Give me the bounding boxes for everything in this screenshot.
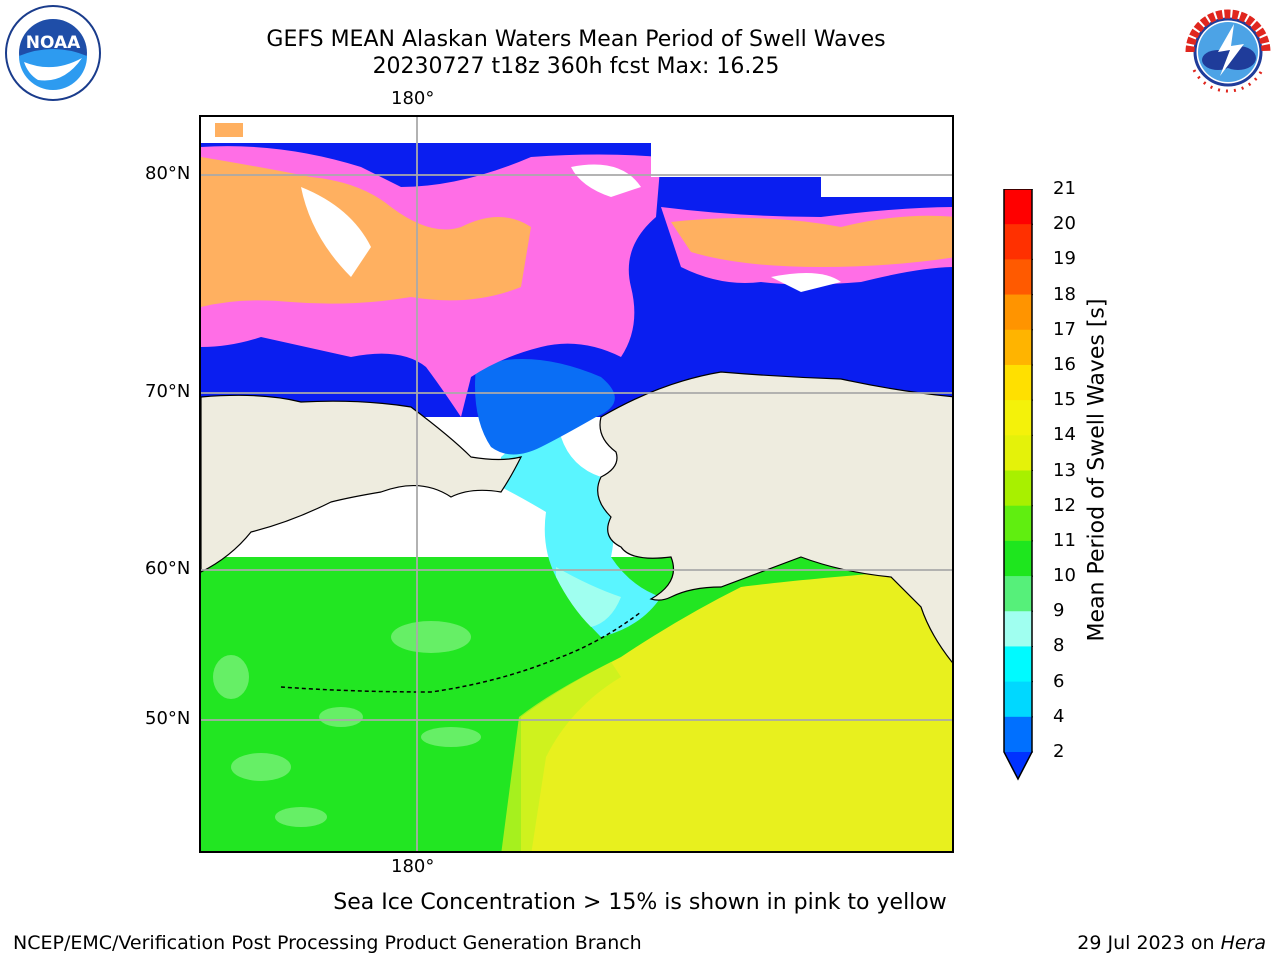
colorbar-tick-label: 6 bbox=[1053, 670, 1065, 692]
colorbar-tick-label: 21 bbox=[1053, 178, 1076, 199]
colorbar-tick-label: 14 bbox=[1053, 424, 1076, 446]
bering-shelf-cyan bbox=[501, 432, 661, 637]
colorbar-segment bbox=[1004, 470, 1032, 507]
chart-subtitle: 20230727 t18z 360h fcst Max: 16.25 bbox=[372, 54, 780, 79]
colorbar-segment bbox=[1004, 540, 1032, 577]
colorbar-tick-label: 2 bbox=[1053, 741, 1065, 762]
colorbar-tick-label: 10 bbox=[1053, 565, 1076, 587]
unfilled-areas bbox=[201, 117, 952, 292]
sea-ice-note: Sea Ice Concentration > 15% is shown in … bbox=[333, 890, 947, 915]
map-panel bbox=[199, 115, 954, 853]
lat-label-70: 70°N bbox=[145, 381, 191, 402]
colorbar-segment bbox=[1004, 716, 1032, 753]
aleutian-islands bbox=[280, 611, 642, 693]
sea-ice-orange bbox=[201, 157, 531, 307]
colorbar-segment bbox=[1004, 329, 1032, 366]
lat-label-80: 80°N bbox=[145, 163, 191, 184]
colorbar-tick-label: 4 bbox=[1053, 705, 1065, 727]
colorbar-segment bbox=[1004, 611, 1032, 647]
colorbar-tick-label: 12 bbox=[1053, 494, 1076, 516]
colorbar-tick-label: 13 bbox=[1053, 459, 1076, 481]
land-alaska bbox=[597, 371, 952, 663]
svg-text:NOAA: NOAA bbox=[26, 33, 81, 53]
colorbar-segment bbox=[1004, 400, 1032, 436]
sea-ice-orange-east bbox=[671, 215, 952, 267]
colorbar-tick-label: 17 bbox=[1053, 318, 1076, 340]
lon-label-bottom: 180° bbox=[391, 856, 435, 877]
colorbar-tick-label: 8 bbox=[1053, 635, 1065, 657]
colorbar-segment bbox=[1004, 189, 1032, 225]
colorbar-tick-label: 16 bbox=[1053, 353, 1076, 375]
colorbar-segment bbox=[1004, 294, 1032, 331]
colorbar-segment bbox=[1004, 646, 1032, 683]
nws-logo bbox=[1180, 4, 1276, 100]
footer-date-text: 29 Jul 2023 on bbox=[1077, 932, 1221, 954]
ice-patches bbox=[215, 123, 243, 137]
colorbar-segment bbox=[1004, 505, 1032, 542]
colorbar-tick-label: 20 bbox=[1053, 213, 1076, 235]
colorbar-tick-label: 19 bbox=[1053, 248, 1076, 270]
colorbar-label: Mean Period of Swell Waves [s] bbox=[1084, 298, 1110, 642]
footer-branch: NCEP/EMC/Verification Post Processing Pr… bbox=[13, 932, 642, 954]
colorbar-tick-label: 11 bbox=[1053, 529, 1076, 551]
colorbar-segment bbox=[1004, 435, 1032, 471]
lon-label-top: 180° bbox=[391, 88, 435, 109]
colorbar-segment bbox=[1004, 576, 1032, 612]
colorbar-segment bbox=[1004, 224, 1032, 260]
map-grid bbox=[201, 117, 952, 851]
chart-title: GEFS MEAN Alaskan Waters Mean Period of … bbox=[266, 27, 886, 52]
ocean-yellow-area bbox=[521, 567, 952, 851]
land-siberia bbox=[201, 394, 523, 573]
colorbar bbox=[1003, 189, 1033, 781]
colorbar-segment bbox=[1004, 364, 1032, 401]
ocean-lightgreen-patches bbox=[213, 621, 481, 827]
colorbar-tick-label: 18 bbox=[1053, 283, 1076, 305]
colorbar-segment bbox=[1004, 681, 1032, 718]
colorbar-segment bbox=[1004, 259, 1032, 296]
colorbar-extend-arrow bbox=[1004, 752, 1032, 779]
ocean-yellowgreen-band bbox=[501, 662, 621, 851]
noaa-logo: NOAA bbox=[5, 5, 101, 101]
footer-date: 29 Jul 2023 on Hera bbox=[1077, 932, 1266, 954]
colorbar-tick-label: 15 bbox=[1053, 389, 1076, 411]
footer-machine: Hera bbox=[1220, 932, 1266, 954]
swell-period-map bbox=[201, 117, 952, 851]
lat-label-60: 60°N bbox=[145, 558, 191, 579]
colorbar-tick-label: 9 bbox=[1053, 600, 1065, 622]
lat-label-50: 50°N bbox=[145, 708, 191, 729]
chukchi-blue bbox=[475, 359, 615, 455]
